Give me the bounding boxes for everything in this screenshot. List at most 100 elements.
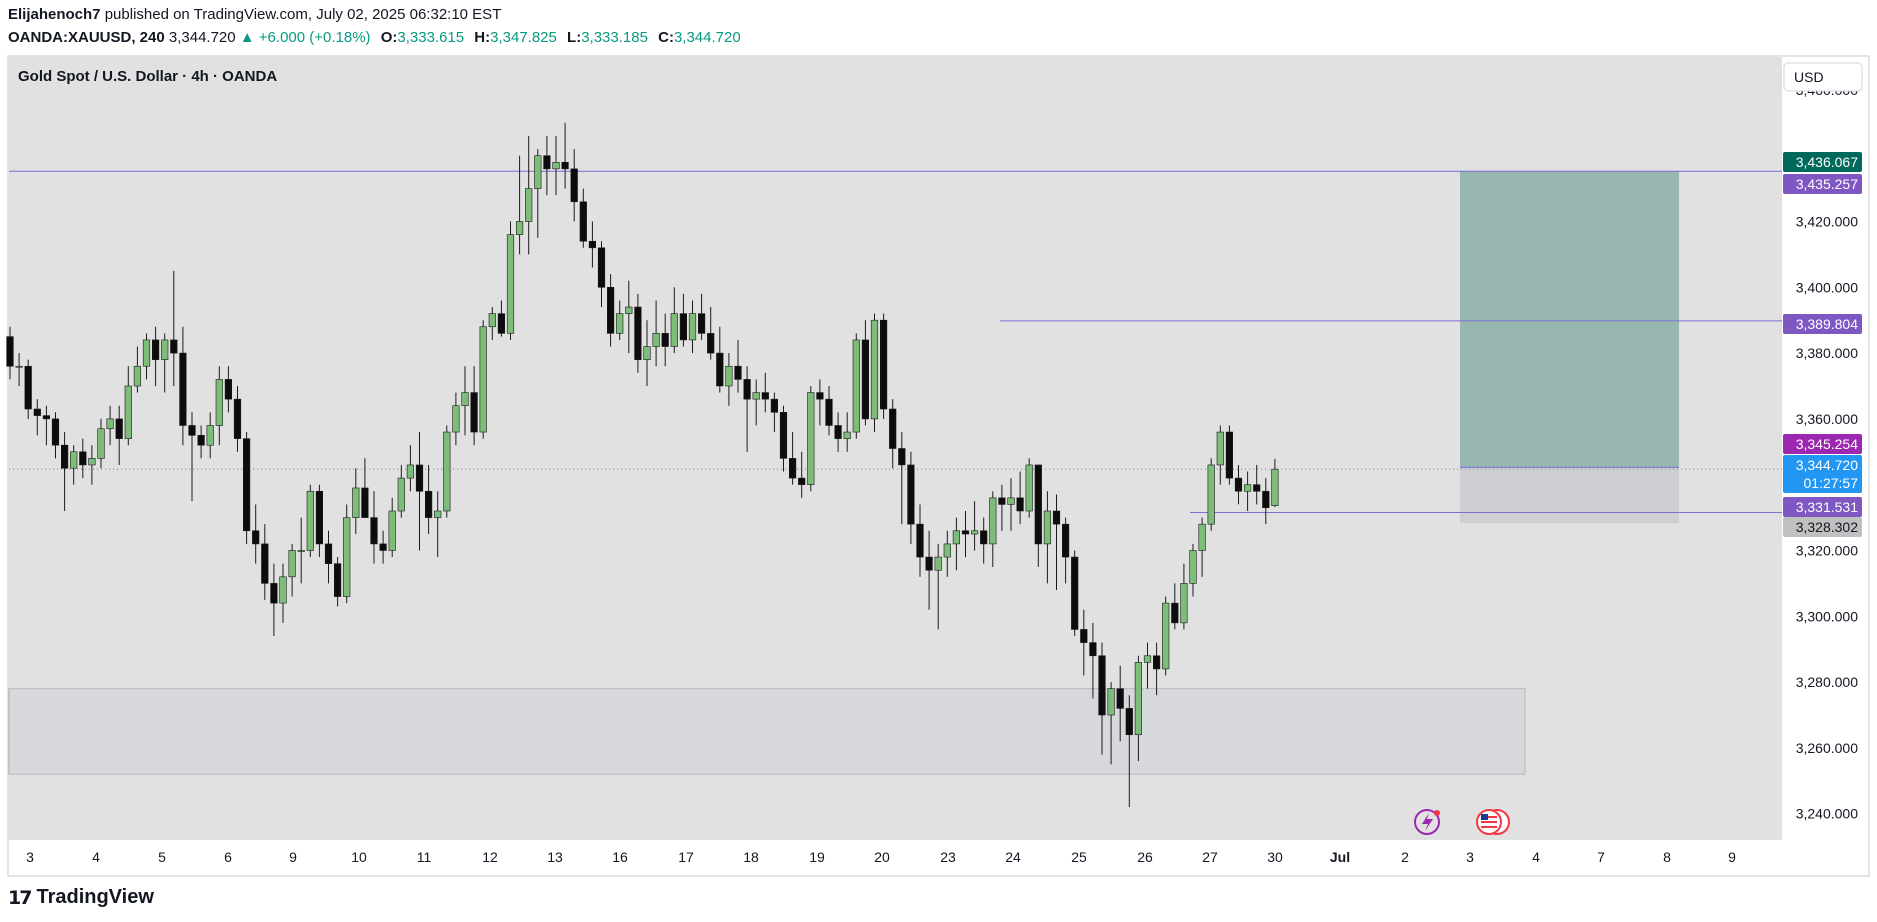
candle[interactable] [707,307,715,360]
candle[interactable] [233,385,242,452]
candle[interactable] [643,320,651,386]
candle[interactable] [1125,695,1133,808]
candle[interactable] [688,300,697,354]
candle[interactable] [788,432,797,485]
candle[interactable] [597,241,606,308]
candle[interactable] [989,491,997,567]
candle[interactable] [543,135,551,196]
candle[interactable] [243,432,251,544]
candle[interactable] [88,445,96,485]
candle[interactable] [825,385,833,436]
candle[interactable] [852,333,860,439]
candle[interactable] [352,468,360,535]
candle[interactable] [1143,642,1152,689]
candle[interactable] [798,451,806,498]
candle[interactable] [907,451,915,544]
candle[interactable] [734,339,742,393]
candle[interactable] [879,313,888,419]
stop-zone[interactable] [1460,467,1679,524]
candle[interactable] [51,412,60,459]
currency-button[interactable]: USD [1783,62,1863,92]
lightning-icon[interactable] [1414,809,1440,835]
candle[interactable] [106,405,114,446]
tradingview-branding[interactable]: 17 TradingView [8,886,154,909]
candle[interactable] [1262,478,1270,525]
candle[interactable] [807,385,815,492]
candle[interactable] [33,399,41,436]
candle[interactable] [1271,458,1279,508]
candle[interactable] [843,412,851,452]
candle[interactable] [115,405,123,465]
candle[interactable] [452,392,460,446]
candle[interactable] [834,412,842,452]
candle[interactable] [697,293,706,340]
candle[interactable] [588,221,596,268]
candle[interactable] [761,372,769,413]
candle[interactable] [1225,425,1233,485]
candle[interactable] [179,326,187,446]
candle[interactable] [42,405,50,446]
candle[interactable] [288,543,296,597]
candle[interactable] [934,543,942,630]
candle[interactable] [388,497,396,558]
candle[interactable] [943,530,951,577]
candle[interactable] [124,366,132,446]
candle[interactable] [497,300,506,337]
candle[interactable] [406,445,415,492]
candle[interactable] [315,484,324,558]
candle[interactable] [24,359,32,419]
candle[interactable] [133,346,142,393]
candle[interactable] [1098,642,1106,755]
candle[interactable] [434,491,442,558]
candle[interactable] [1107,682,1115,765]
candle[interactable] [443,425,451,518]
candle[interactable] [1025,458,1033,518]
candle[interactable] [424,464,433,535]
candle[interactable] [889,399,897,469]
candle[interactable] [725,353,733,406]
candle[interactable] [361,458,369,518]
candle[interactable] [506,221,515,340]
candle[interactable] [661,313,669,367]
candle[interactable] [1080,609,1088,676]
publisher-name[interactable]: Elijahenoch7 [8,6,101,23]
price-chart[interactable]: 3,460.0003,420.0003,400.0003,380.0003,36… [0,0,1877,880]
candle[interactable] [224,366,233,413]
candle[interactable] [1216,425,1224,485]
candle[interactable] [670,287,678,354]
candle[interactable] [379,530,387,564]
candle[interactable] [534,149,542,238]
candle[interactable] [188,412,196,502]
candle[interactable] [1207,458,1215,531]
candle[interactable] [97,418,105,469]
candle[interactable] [15,353,23,386]
candle[interactable] [1116,665,1124,742]
candle[interactable] [916,504,924,577]
target-zone[interactable] [1460,171,1679,468]
candle[interactable] [1244,471,1252,512]
candle[interactable] [1089,622,1097,699]
candle[interactable] [343,504,351,604]
candle[interactable] [252,504,260,564]
candle[interactable] [1162,596,1170,676]
candle[interactable] [570,149,578,222]
candle[interactable] [488,307,496,340]
candle[interactable] [215,366,223,446]
candle[interactable] [206,412,214,459]
candle[interactable] [652,300,660,367]
candle[interactable] [306,484,314,558]
candle[interactable] [625,280,633,354]
candle[interactable] [561,122,569,189]
candle[interactable] [616,300,624,340]
candle[interactable] [6,326,14,380]
candle[interactable] [861,320,869,426]
candle[interactable] [898,432,906,525]
candle[interactable] [279,563,287,623]
candle[interactable] [1198,517,1206,577]
candle[interactable] [679,293,687,347]
candle[interactable] [1180,563,1188,630]
candle[interactable] [461,366,469,436]
candle[interactable] [415,432,424,551]
candle[interactable] [1043,491,1051,584]
candle[interactable] [152,326,160,386]
